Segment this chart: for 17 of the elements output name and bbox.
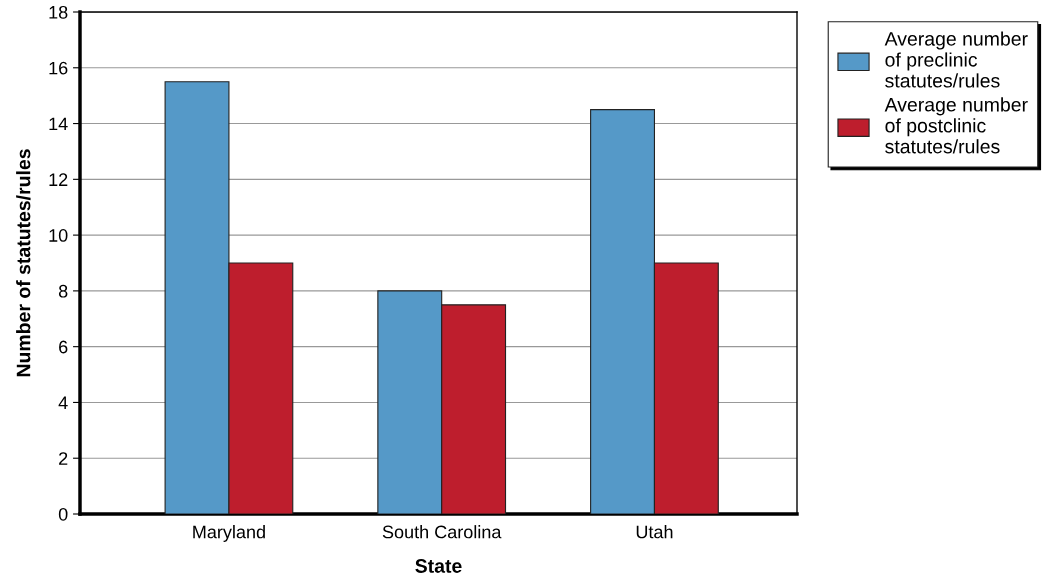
y-tick-label: 4 bbox=[58, 396, 68, 409]
y-tick-label: 6 bbox=[59, 340, 68, 354]
y-tick-label: 2 bbox=[59, 452, 68, 465]
x-tick-label: Utah bbox=[636, 525, 673, 539]
y-tick-label: 12 bbox=[49, 173, 68, 186]
y-tick-label: 14 bbox=[49, 117, 68, 131]
legend-label: Average number of preclinic statutes/rules bbox=[884, 31, 1028, 88]
x-axis-title: State bbox=[415, 559, 462, 573]
y-tick-label: 8 bbox=[58, 284, 68, 298]
y-tick-label: 0 bbox=[58, 507, 68, 521]
y-tick-label: 10 bbox=[49, 229, 68, 242]
legend-label: Average number of postclinic statutes/rules bbox=[884, 97, 1028, 154]
y-tick-label: 18 bbox=[49, 5, 68, 19]
y-tick-label: 16 bbox=[49, 61, 68, 75]
y-axis-title: Number of statutes/rules bbox=[16, 149, 31, 377]
x-tick-label: South Carolina bbox=[382, 525, 502, 539]
x-tick-label: Maryland bbox=[193, 525, 265, 542]
